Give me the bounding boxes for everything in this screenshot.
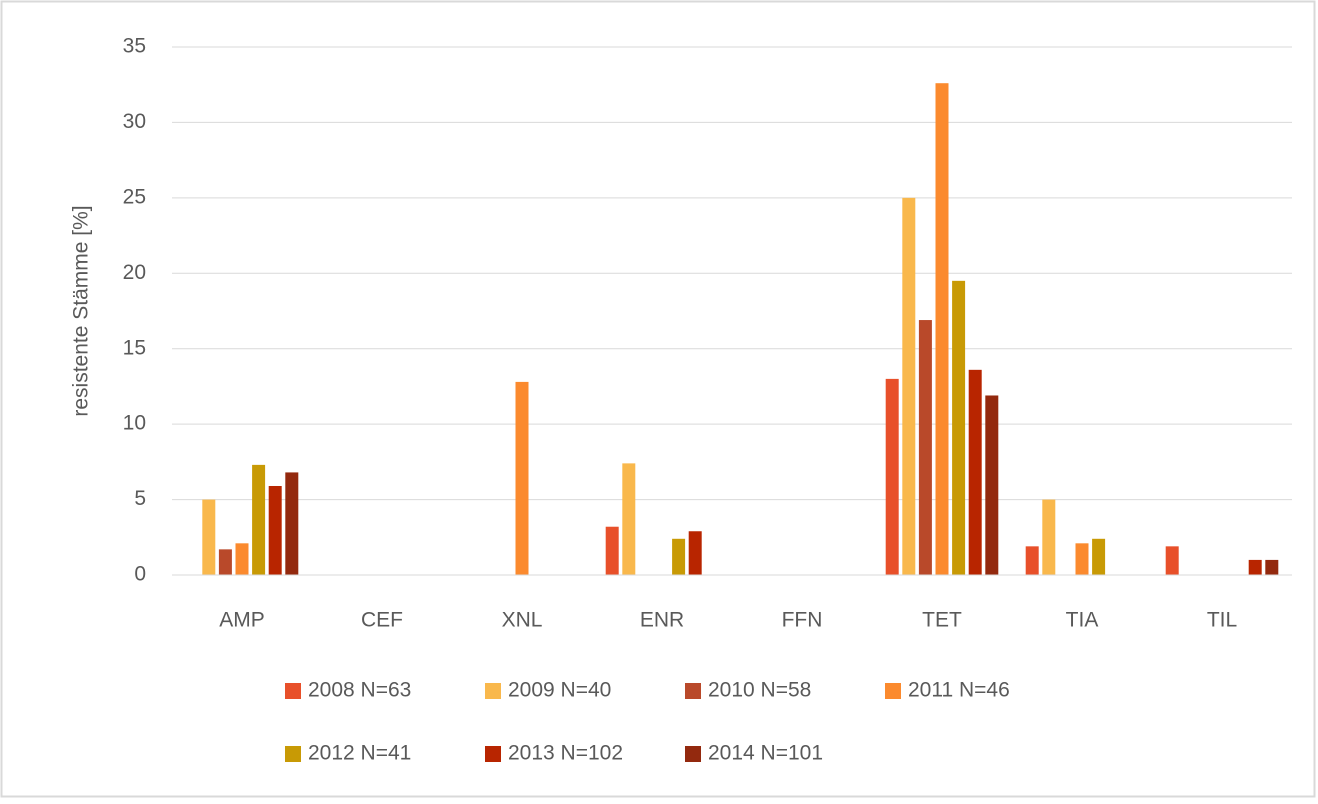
bar (622, 463, 636, 575)
bar (285, 472, 299, 575)
bar (202, 499, 216, 575)
x-tick-label: TET (922, 609, 962, 632)
x-tick-label: AMP (219, 609, 265, 632)
bar (985, 395, 999, 575)
bar (672, 538, 686, 575)
bar (1075, 543, 1089, 575)
x-tick-label: ENR (640, 609, 684, 632)
y-tick-label: 5 (134, 487, 146, 510)
x-tick-label: TIA (1066, 609, 1099, 632)
y-axis-label: resistente Stämme [%] (70, 205, 93, 416)
legend-swatch (485, 746, 501, 762)
legend-swatch (485, 683, 501, 699)
legend-swatch (685, 746, 701, 762)
bar (918, 320, 932, 575)
legend-label: 2010 N=58 (708, 679, 811, 702)
legend-label: 2012 N=41 (308, 742, 411, 765)
bar (1265, 559, 1279, 575)
legend-label: 2011 N=46 (908, 679, 1010, 702)
bar (252, 464, 266, 575)
bar (935, 83, 949, 575)
x-tick-label: XNL (502, 609, 543, 632)
y-tick-label: 10 (123, 412, 146, 435)
bar (1165, 546, 1179, 575)
y-tick-label: 30 (123, 110, 146, 133)
bar (235, 543, 249, 575)
y-tick-label: 0 (134, 563, 146, 586)
legend-label: 2009 N=40 (508, 679, 611, 702)
x-tick-label: FFN (782, 609, 823, 632)
legend-swatch (285, 683, 301, 699)
y-tick-label: 15 (123, 336, 146, 359)
bar (1042, 499, 1056, 575)
y-tick-label: 35 (123, 35, 146, 58)
x-tick-label: TIL (1207, 609, 1237, 632)
legend-swatch (685, 683, 701, 699)
bar (885, 378, 899, 575)
legend-label: 2013 N=102 (508, 742, 623, 765)
bar (902, 197, 916, 575)
legend-label: 2014 N=101 (708, 742, 823, 765)
bar (218, 549, 232, 575)
bar (1025, 546, 1039, 575)
bar (688, 531, 702, 575)
legend-swatch (285, 746, 301, 762)
bar (1092, 538, 1106, 575)
bar (268, 485, 282, 575)
y-tick-label: 20 (123, 261, 146, 284)
x-tick-label: CEF (361, 609, 403, 632)
bar (952, 280, 966, 575)
legend-label: 2008 N=63 (308, 679, 411, 702)
legend-swatch (885, 683, 901, 699)
y-tick-label: 25 (123, 185, 146, 208)
bar (605, 526, 619, 575)
bar (968, 369, 982, 575)
bar (515, 381, 529, 575)
bar (1248, 559, 1262, 575)
